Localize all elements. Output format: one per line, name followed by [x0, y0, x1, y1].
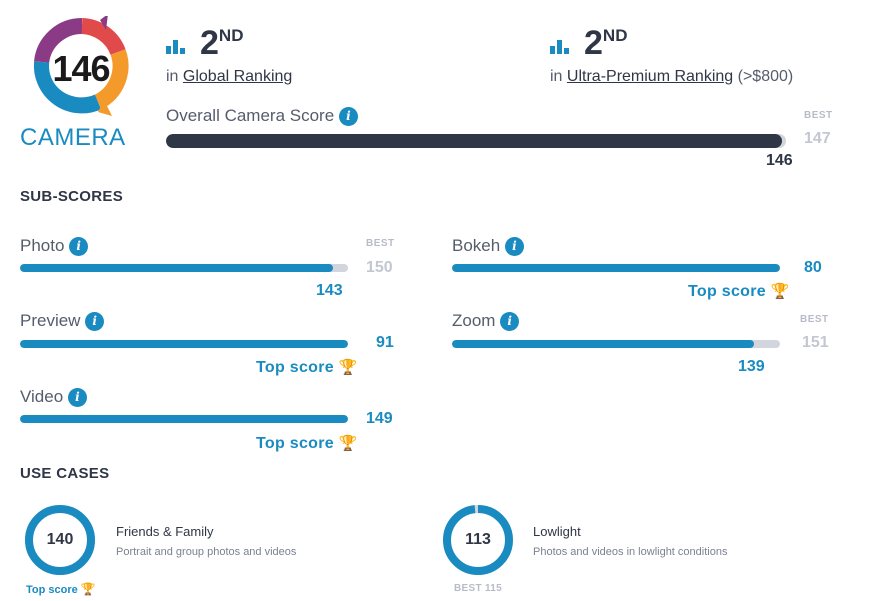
trophy-icon: 🏆	[770, 283, 790, 300]
preview-score-value: 91	[376, 334, 394, 351]
sub-score-label: Photo	[20, 236, 65, 255]
zoom-score-fill	[452, 340, 754, 348]
overall-score-row: Overall Camera Score i	[166, 106, 358, 127]
trophy-icon: 🏆	[338, 435, 358, 452]
photo-best-value: 150	[366, 259, 393, 276]
lowlight-best: BEST 115	[454, 583, 502, 594]
bokeh-score-fill	[452, 264, 780, 272]
info-icon[interactable]: i	[338, 107, 358, 127]
use-cases-title: USE CASES	[20, 465, 110, 482]
photo-best-label: BEST	[366, 238, 395, 249]
sub-score-label: Preview	[20, 311, 81, 330]
global-rank: 2ND	[200, 26, 243, 60]
top-score-label: Top score	[256, 435, 334, 452]
ultra-premium-ranking-link[interactable]: Ultra-Premium Ranking	[566, 68, 734, 85]
overall-score-value: 146	[766, 152, 793, 169]
photo-score-value: 143	[316, 282, 343, 299]
bokeh-top-score: Top score 🏆	[688, 282, 790, 301]
global-ranking-link[interactable]: Global Ranking	[182, 68, 293, 85]
lowlight-desc: Photos and videos in lowlight conditions	[533, 546, 728, 558]
photo-score-fill	[20, 264, 333, 272]
camera-overall-score: 146	[52, 48, 110, 89]
info-icon[interactable]: i	[504, 237, 524, 257]
friends-family-ring	[25, 505, 95, 575]
sub-score-label: Video	[20, 387, 64, 406]
zoom-best-value: 151	[802, 334, 829, 351]
bar-chart-icon	[166, 40, 185, 54]
top-score-label: Top score	[256, 359, 334, 376]
video-top-score: Top score 🏆	[256, 434, 358, 453]
video-score-bar	[20, 415, 348, 423]
video-score-fill	[20, 415, 348, 423]
friends-family-ring-fill	[25, 505, 95, 575]
ultra-premium-rank-suffix: ND	[602, 26, 628, 45]
photo-score-bar	[20, 264, 348, 272]
lowlight-ring	[443, 505, 513, 575]
lowlight-score: 113	[465, 531, 491, 548]
friends-family-desc: Portrait and group photos and videos	[116, 546, 297, 558]
trophy-icon: 🏆	[338, 359, 358, 376]
zoom-score-value: 139	[738, 358, 765, 375]
overall-score-label: Overall Camera Score	[166, 106, 335, 125]
preview-score-bar	[20, 340, 348, 348]
overall-score-bar	[166, 134, 786, 148]
video-score-value: 149	[366, 410, 393, 427]
sub-scores-title: SUB-SCORES	[20, 188, 124, 205]
overall-best-value: 147	[804, 130, 831, 147]
sub-score-bokeh: Bokeh i	[452, 236, 524, 257]
camera-label: CAMERA	[20, 124, 126, 151]
zoom-best-label: BEST	[800, 314, 829, 325]
bar-chart-icon	[550, 40, 569, 54]
sub-score-label: Bokeh	[452, 236, 501, 255]
overall-score-fill	[166, 134, 782, 148]
info-icon[interactable]: i	[500, 312, 520, 332]
lowlight-title: Lowlight	[533, 524, 581, 539]
sub-score-label: Zoom	[452, 311, 496, 330]
sub-score-zoom: Zoom i	[452, 311, 520, 332]
ultra-premium-price-note: (>$800)	[737, 68, 794, 85]
ultra-premium-ranking-prefix: in	[550, 68, 563, 85]
ultra-premium-rank-number: 2	[584, 24, 603, 62]
info-icon[interactable]: i	[67, 388, 87, 408]
global-ranking-prefix: in	[166, 68, 179, 85]
preview-top-score: Top score 🏆	[256, 358, 358, 377]
bokeh-score-bar	[452, 264, 780, 272]
camera-score-badge-icon	[33, 16, 129, 116]
global-rank-suffix: ND	[218, 26, 244, 45]
preview-score-fill	[20, 340, 348, 348]
global-ranking-line: in Global Ranking	[166, 68, 292, 86]
lowlight-ring-fill	[443, 505, 513, 575]
zoom-score-bar	[452, 340, 780, 348]
sub-score-photo: Photo i	[20, 236, 89, 257]
ultra-premium-ranking-line: in Ultra-Premium Ranking (>$800)	[550, 68, 793, 86]
trophy-icon: 🏆	[80, 582, 96, 596]
overall-best-label: BEST	[804, 110, 833, 121]
top-score-label: Top score	[688, 283, 766, 300]
global-rank-number: 2	[200, 24, 219, 62]
info-icon[interactable]: i	[85, 312, 105, 332]
ultra-premium-rank: 2ND	[584, 26, 627, 60]
bokeh-score-value: 80	[804, 259, 822, 276]
sub-score-preview: Preview i	[20, 311, 105, 332]
friends-family-title: Friends & Family	[116, 524, 214, 539]
sub-score-video: Video i	[20, 387, 87, 408]
top-score-label: Top score	[26, 584, 78, 596]
friends-family-top-score: Top score 🏆	[26, 582, 96, 596]
info-icon[interactable]: i	[69, 237, 89, 257]
friends-family-score: 140	[46, 531, 74, 548]
